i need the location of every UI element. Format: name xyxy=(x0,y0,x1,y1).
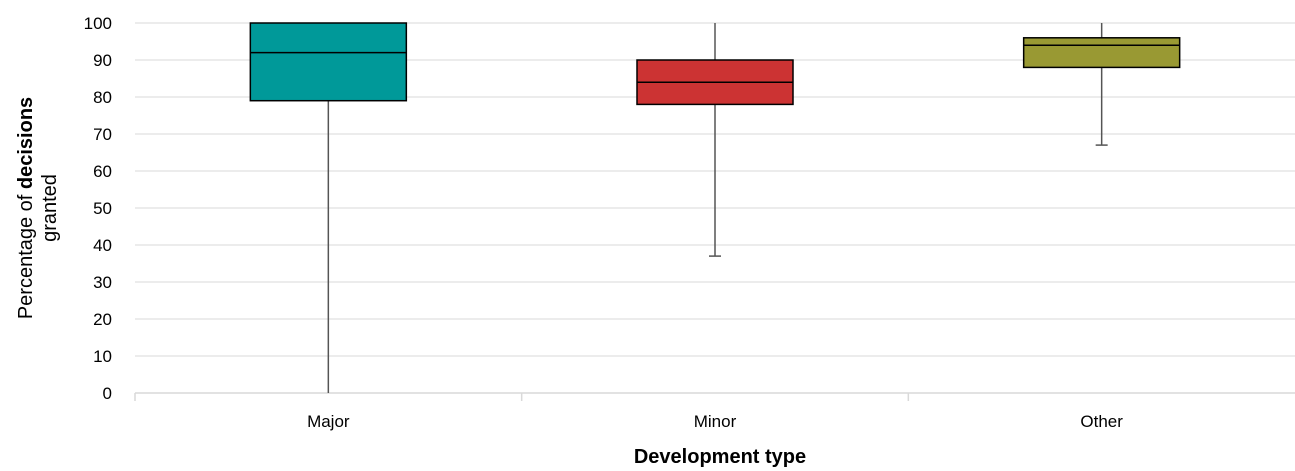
box-minor xyxy=(636,23,794,257)
y-tick-label: 30 xyxy=(93,273,112,292)
y-tick-label: 60 xyxy=(93,162,112,181)
y-tick-label: 80 xyxy=(93,88,112,107)
y-tick-label: 70 xyxy=(93,125,112,144)
x-axis-categories: Major Minor Other xyxy=(307,412,1123,431)
x-axis-ticks xyxy=(134,393,910,401)
y-axis-label-bold: decisions xyxy=(15,97,37,189)
y-axis-label-line2: granted xyxy=(39,174,61,242)
y-tick-label: 10 xyxy=(93,347,112,366)
x-category-label: Minor xyxy=(694,412,737,431)
x-category-label: Other xyxy=(1080,412,1123,431)
y-axis-label-text: Percentage of xyxy=(15,189,37,319)
y-tick-label: 90 xyxy=(93,51,112,70)
box-iqr xyxy=(249,22,408,102)
y-axis-ticks: 0 10 20 30 40 50 60 70 80 90 100 xyxy=(84,14,112,403)
box-iqr xyxy=(1022,37,1181,69)
box-major xyxy=(249,22,408,393)
box-other xyxy=(1022,23,1181,146)
y-tick-label: 50 xyxy=(93,199,112,218)
y-axis-label: Percentage of decisions xyxy=(15,97,37,319)
box-series xyxy=(249,22,1181,393)
x-category-label: Major xyxy=(307,412,350,431)
x-axis-label: Development type xyxy=(634,446,806,468)
y-tick-label: 40 xyxy=(93,236,112,255)
y-tick-label: 0 xyxy=(103,384,112,403)
y-tick-label: 100 xyxy=(84,14,112,33)
y-tick-label: 20 xyxy=(93,310,112,329)
